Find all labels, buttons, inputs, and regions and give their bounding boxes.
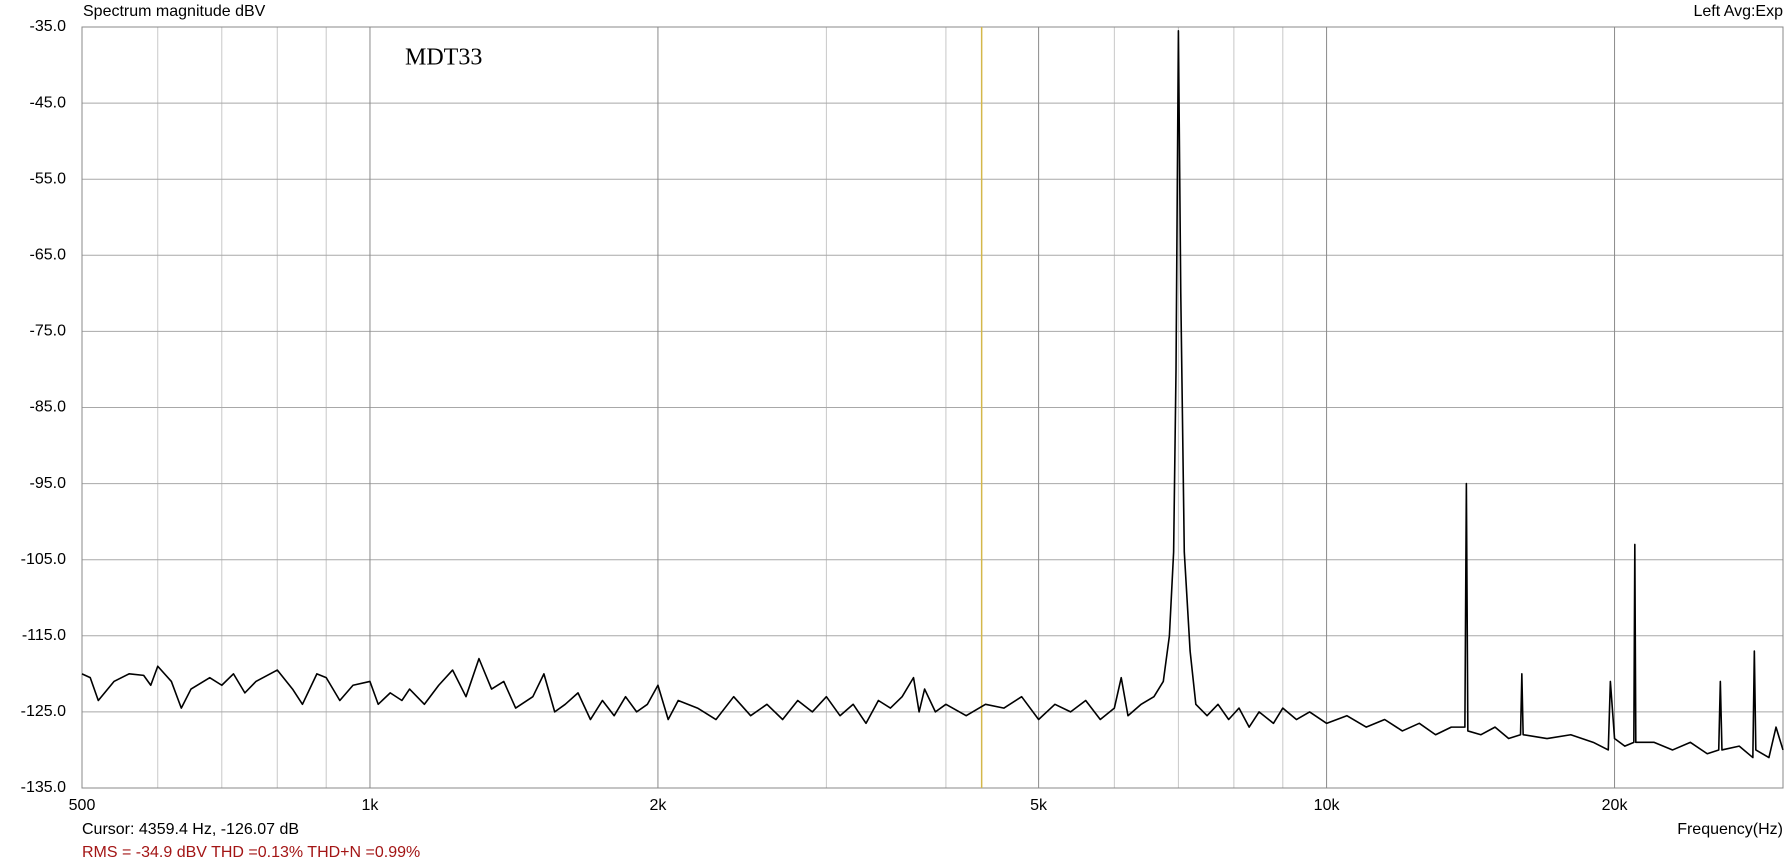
y-tick-label: -65.0 [30,247,67,264]
y-tick-label: -55.0 [30,170,67,187]
x-tick-label: 20k [1602,797,1629,814]
y-tick-label: -135.0 [21,779,66,796]
y-tick-label: -115.0 [22,627,66,644]
chart-title: Spectrum magnitude dBV [83,3,266,20]
x-tick-label: 10k [1314,797,1341,814]
y-tick-label: -75.0 [30,323,67,340]
y-tick-label: -85.0 [30,399,67,416]
plot-frame [81,26,1784,789]
spectrum-line [81,30,1784,759]
channel-info: Left Avg:Exp [1693,3,1783,20]
annotation: MDT33 [405,45,482,71]
x-axis-label: Frequency(Hz) [1677,821,1783,838]
y-tick-label: -125.0 [21,703,66,720]
x-tick-label: 5k [1030,797,1048,814]
stats-readout: RMS = -34.9 dBV THD =0.13% THD+N =0.99% [82,844,420,861]
y-tick-label: -35.0 [30,18,67,35]
x-tick-label: 500 [69,797,96,814]
y-tick-label: -95.0 [30,475,67,492]
x-tick-label: 1k [362,797,380,814]
y-tick-label: -105.0 [21,551,66,568]
cursor-readout: Cursor: 4359.4 Hz, -126.07 dB [82,821,299,838]
x-tick-label: 2k [649,797,667,814]
y-tick-label: -45.0 [30,94,67,111]
